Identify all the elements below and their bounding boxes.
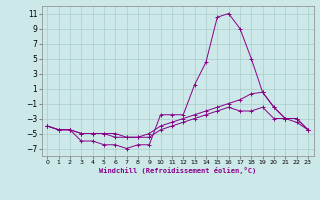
X-axis label: Windchill (Refroidissement éolien,°C): Windchill (Refroidissement éolien,°C): [99, 167, 256, 174]
